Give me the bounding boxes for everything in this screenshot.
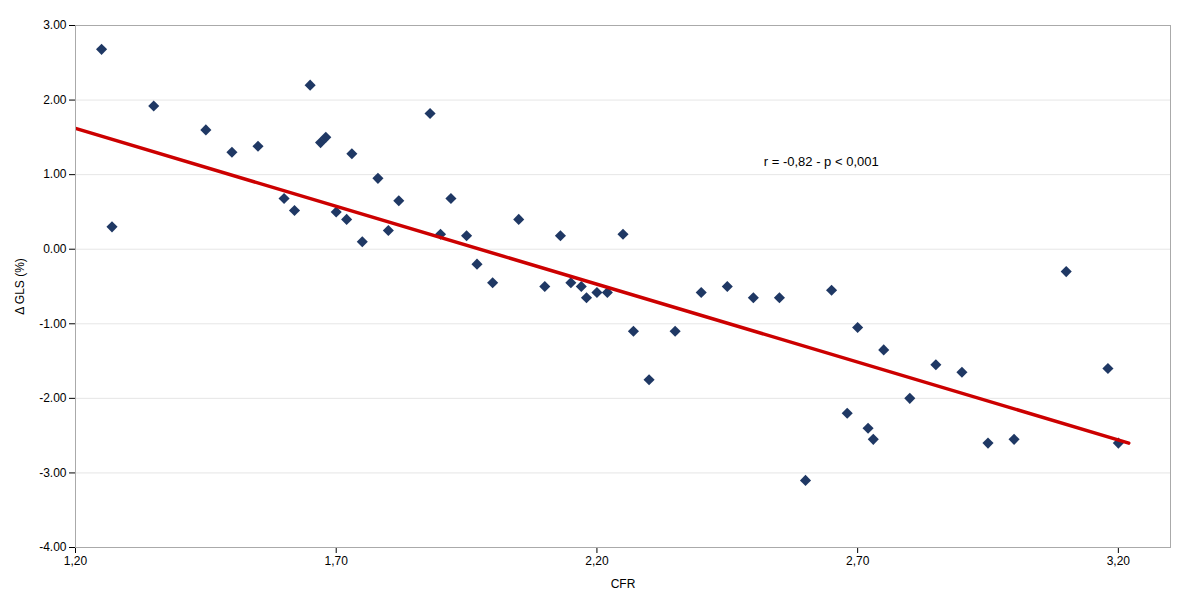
svg-text:3.00: 3.00 [43,18,67,32]
svg-text:2,20: 2,20 [585,554,609,568]
svg-text:1.00: 1.00 [43,167,67,181]
svg-text:-3.00: -3.00 [39,466,67,480]
svg-text:2.00: 2.00 [43,93,67,107]
svg-text:2,70: 2,70 [846,554,870,568]
svg-text:CFR: CFR [611,577,636,591]
svg-text:-2.00: -2.00 [39,391,67,405]
svg-text:-4.00: -4.00 [39,540,67,554]
svg-text:1,20: 1,20 [64,554,88,568]
svg-text:r = -0,82 - p < 0,001: r = -0,82 - p < 0,001 [764,154,879,169]
svg-text:-1.00: -1.00 [39,317,67,331]
svg-text:0.00: 0.00 [43,242,67,256]
svg-text:3,20: 3,20 [1107,554,1131,568]
svg-text:1,70: 1,70 [325,554,349,568]
svg-text:Δ GLS (%): Δ GLS (%) [13,258,27,315]
